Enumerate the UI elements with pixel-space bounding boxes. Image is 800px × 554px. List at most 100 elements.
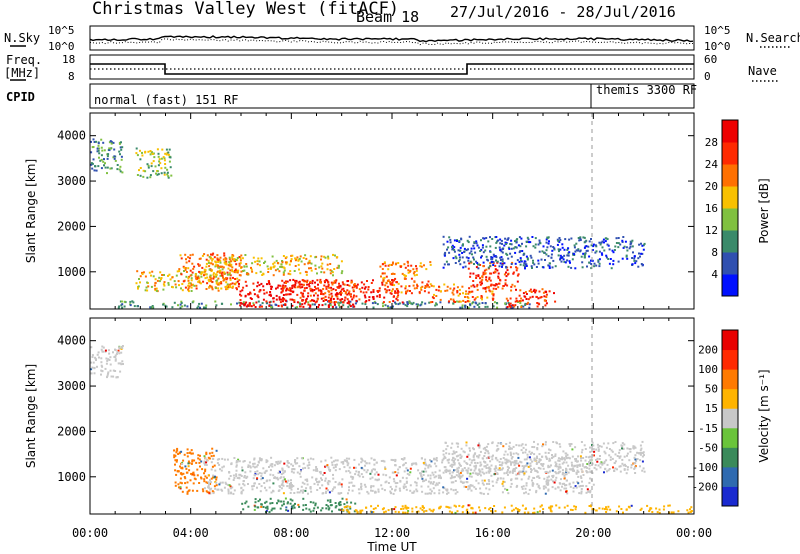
velocity-cell: [211, 457, 214, 460]
velocity-cell: [343, 459, 346, 462]
power-cell: [439, 301, 442, 304]
power-cell: [352, 303, 355, 306]
power-cell: [489, 245, 492, 248]
velocity-cell: [351, 477, 354, 480]
power-cell: [320, 271, 323, 274]
power-cell: [524, 302, 527, 305]
power-cell: [435, 295, 438, 297]
power-cell: [505, 265, 508, 268]
power-cell: [308, 261, 311, 264]
y-tick-label: 2000: [57, 424, 86, 438]
velocity-colorbar-tick: -200: [692, 480, 719, 493]
power-cell: [324, 256, 327, 259]
power-cell: [443, 283, 446, 286]
power-cell: [203, 306, 205, 309]
velocity-cell: [338, 501, 341, 504]
velocity-cell: [189, 451, 192, 454]
velocity-cell: [324, 465, 327, 468]
velocity-cell: [327, 489, 329, 492]
power-cell: [407, 264, 410, 267]
power-cell: [121, 303, 124, 306]
power-cell: [582, 236, 585, 239]
power-cell: [218, 270, 221, 273]
power-cell: [121, 171, 124, 174]
velocity-cell: [438, 489, 441, 492]
power-cell: [306, 281, 308, 283]
power-cell: [214, 264, 217, 267]
power-cell: [408, 302, 411, 304]
power-cell: [123, 305, 126, 308]
velocity-cell: [350, 475, 353, 478]
power-cell: [117, 306, 120, 309]
velocity-cell: [505, 458, 508, 461]
power-cell: [180, 287, 182, 290]
velocity-cell: [264, 501, 267, 504]
velocity-cell: [218, 483, 221, 486]
power-cell: [322, 288, 325, 290]
power-cell: [226, 283, 229, 286]
velocity-cell: [201, 468, 204, 471]
velocity-cell: [614, 460, 617, 463]
velocity-cell: [367, 492, 370, 495]
power-cell: [506, 269, 509, 272]
velocity-cell: [467, 511, 470, 514]
power-cell: [490, 283, 493, 286]
velocity-cell: [625, 508, 628, 511]
velocity-cell: [580, 451, 583, 454]
velocity-cell: [258, 483, 261, 485]
x-tick-label: 00:00: [676, 526, 712, 540]
power-cell: [507, 302, 510, 304]
velocity-cell: [174, 454, 177, 457]
velocity-cell: [360, 461, 363, 464]
velocity-cell: [466, 508, 469, 511]
noise-panel-frame: [89, 25, 695, 51]
velocity-cell: [316, 489, 319, 491]
power-cell: [454, 255, 457, 258]
power-cell: [186, 305, 189, 308]
power-cell: [598, 250, 601, 253]
velocity-cell: [199, 465, 201, 468]
velocity-cell: [198, 458, 201, 461]
velocity-cell: [506, 460, 509, 463]
velocity-cell: [547, 489, 550, 492]
velocity-cell: [590, 504, 592, 507]
velocity-cell: [487, 492, 490, 495]
power-cell: [566, 248, 569, 251]
power-cell: [343, 283, 346, 286]
velocity-heatmap: [90, 345, 694, 514]
power-cell: [464, 304, 467, 307]
velocity-cell: [376, 479, 379, 482]
velocity-cell: [454, 458, 457, 461]
power-cell: [155, 172, 157, 175]
power-cell: [309, 300, 312, 303]
velocity-cell: [203, 480, 206, 483]
velocity-cell: [259, 498, 261, 501]
power-cell: [610, 267, 613, 270]
power-cell: [230, 269, 233, 272]
velocity-cell: [451, 442, 454, 445]
power-cell: [522, 292, 525, 295]
velocity-cell: [212, 476, 215, 479]
power-cell: [215, 304, 218, 307]
velocity-cell: [432, 482, 435, 485]
power-cell: [259, 270, 262, 273]
velocity-cell: [394, 464, 397, 467]
velocity-cell: [105, 357, 108, 360]
power-cell: [212, 273, 215, 276]
power-cell: [583, 241, 586, 244]
power-cell: [558, 250, 560, 253]
power-cell: [118, 150, 121, 153]
power-cell: [268, 304, 271, 307]
velocity-cell: [468, 475, 471, 478]
velocity-cell: [190, 449, 193, 452]
velocity-cell: [333, 486, 336, 489]
velocity-cell: [470, 461, 473, 464]
velocity-cell: [383, 489, 386, 492]
velocity-cell: [553, 481, 556, 484]
power-cell: [278, 298, 281, 301]
velocity-cell: [196, 474, 199, 477]
velocity-cell: [232, 479, 235, 481]
velocity-cell: [208, 482, 210, 485]
velocity-cell: [314, 502, 317, 505]
power-cell: [497, 282, 500, 285]
